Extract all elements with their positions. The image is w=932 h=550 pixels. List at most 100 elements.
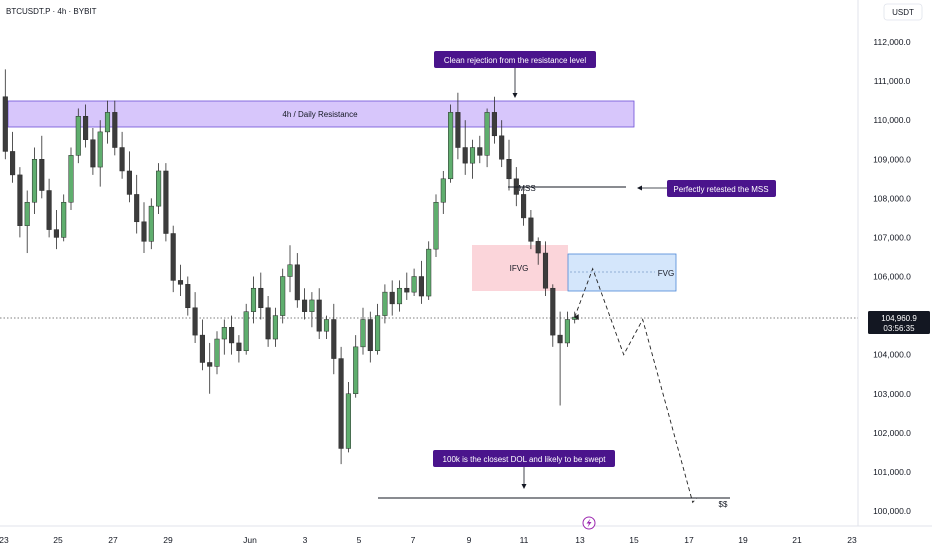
candle [119,131,125,179]
time-tick-label: 23 [0,535,9,545]
candle [469,139,476,179]
symbol-title[interactable]: BTCUSDT.P · 4h · BYBIT [6,7,97,16]
candle-body [83,116,89,140]
candle [31,147,38,214]
time-tick-label: 21 [792,535,802,545]
candle [53,210,59,250]
candle [506,139,512,191]
candle-body [528,217,534,242]
projection-path [574,267,698,504]
ifvg-zone[interactable] [472,245,568,291]
candle [236,335,242,363]
candle-body [90,139,96,168]
candle [477,135,483,164]
time-tick-label: 13 [575,535,585,545]
candle [24,190,30,254]
last-price-tag: 104,960.9 03:56:35 [868,311,930,334]
candle-body [418,276,424,297]
candle [104,100,111,144]
candle [389,280,395,316]
currency-badge[interactable] [883,3,923,21]
time-axis[interactable]: 23 25 27 29 Jun 3 5 7 9 11 13 15 17 19 21 23 [0,535,857,545]
candle-body [148,205,154,242]
candle [229,315,235,355]
candle [258,272,264,320]
candle [97,120,103,187]
candle [323,315,330,340]
time-tick-label: 7 [411,535,416,545]
candle [134,174,140,234]
candle [221,319,227,355]
candle-body [185,284,191,309]
candle-body [426,248,432,297]
flash-icon[interactable] [582,516,596,530]
candle [2,69,8,160]
candle-body [484,112,490,156]
candle-body [163,170,169,234]
candle-body [229,327,235,344]
candle-body [499,135,505,160]
candle-body [17,174,23,226]
candle-body [24,201,30,226]
candle [243,303,249,355]
annotation-dol-arrow [521,484,527,489]
candle-body [338,358,344,449]
candle-body [302,299,308,312]
candle-body [440,178,446,203]
price-tick-label: 101,000.0 [873,467,911,477]
candle [199,319,205,371]
candle-body [353,346,359,395]
candle [61,194,67,242]
candle-body [294,264,300,301]
candle-body [221,327,227,340]
candle-body [389,291,395,305]
candle [294,253,300,308]
candle-body [97,131,103,168]
time-tick-label: 27 [108,535,118,545]
price-tick-label: 100,000.0 [873,506,911,516]
candle-body [250,287,257,312]
annotation-mss[interactable]: Perfectly retested the MSS [637,180,776,197]
candle-body [564,319,570,344]
ifvg-zone-label: IFVG [510,264,529,273]
candle [83,104,89,148]
candle [75,108,81,164]
candle-body [243,311,249,352]
bar-countdown: 03:56:35 [883,324,915,333]
candle-body [323,319,330,332]
candle-body [46,190,52,230]
annotation-dol[interactable]: 100k is the closest DOL and likely to be… [433,450,615,489]
candle-body [214,338,220,367]
candle-body [396,287,403,305]
price-tick-label: 107,000.0 [873,232,911,242]
candle-body [382,291,388,316]
annotation-rejection-text: Clean rejection from the resistance leve… [444,56,587,65]
candle [448,104,454,183]
candle [272,307,278,347]
mss-label: MSS [518,184,535,193]
resistance-zone-label: 4h / Daily Resistance [282,110,358,119]
candle-body [542,252,549,289]
candle [521,186,527,226]
candle-body [557,334,563,344]
candle-body [112,112,118,148]
candles [2,69,578,465]
candle-body [156,170,162,207]
candle-body [170,233,176,281]
fvg-zone-label: FVG [658,269,674,278]
candle [338,346,344,465]
candle-body [134,194,140,223]
candle [535,237,541,265]
candle [433,194,439,257]
candle-body [272,315,278,340]
time-tick-label: 25 [53,535,63,545]
candle-body [68,155,74,203]
candle-body [521,194,527,219]
fvg-zone[interactable] [567,253,677,292]
candle [163,163,169,242]
annotation-rejection[interactable]: Clean rejection from the resistance leve… [434,51,596,98]
annotation-mss-text: Perfectly retested the MSS [673,185,768,194]
candle [564,311,570,347]
candle-body [104,112,111,133]
